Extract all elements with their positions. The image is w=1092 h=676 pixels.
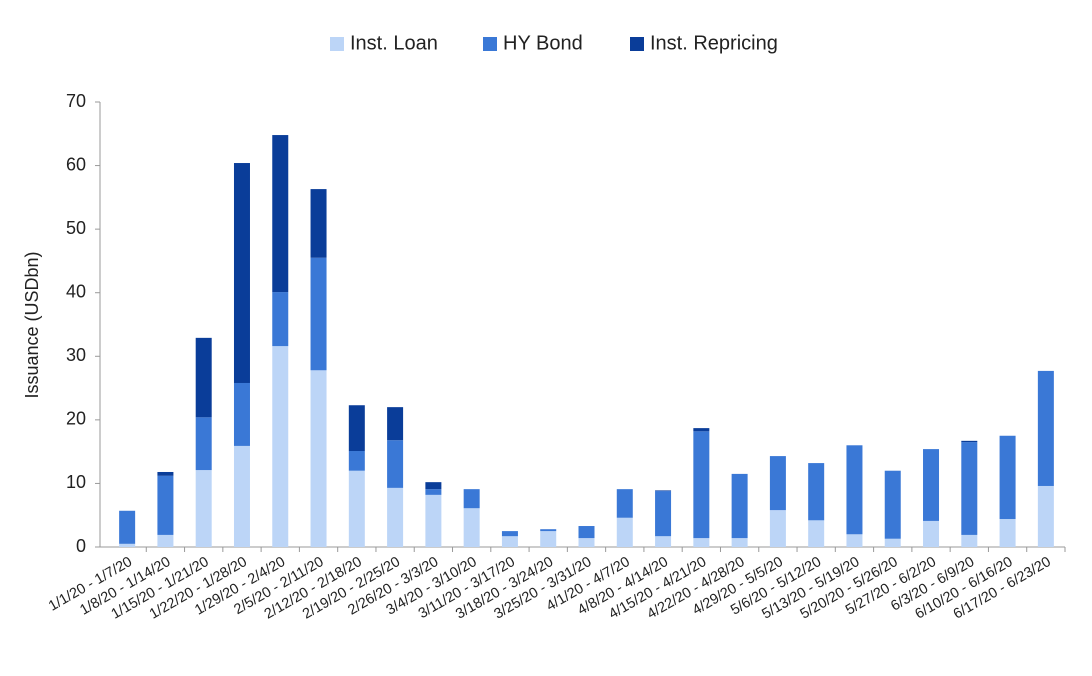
bar-segment [655, 490, 672, 492]
bar-segment [195, 470, 212, 547]
bar-segment [693, 431, 710, 539]
bar-segment [655, 536, 672, 547]
legend-label: Inst. Repricing [650, 32, 778, 54]
bar-segment [923, 449, 940, 521]
y-tick-label: 20 [66, 409, 86, 429]
y-tick-label: 10 [66, 472, 86, 492]
bar-segment [961, 534, 978, 547]
bar-segment [999, 435, 1016, 520]
bar-segment [961, 442, 978, 535]
bar-segment [655, 491, 672, 537]
bar-segment [501, 536, 518, 547]
y-axis-title: Issuance (USDbn) [22, 251, 42, 398]
y-tick-label: 70 [66, 91, 86, 111]
legend-swatch [330, 37, 344, 51]
y-tick-label: 50 [66, 218, 86, 238]
bar-segment [846, 445, 863, 535]
bar-segment [157, 475, 174, 535]
bar-segment [884, 470, 901, 539]
bar-segment [769, 510, 786, 547]
bar-segment [693, 428, 710, 432]
bar-segment [157, 471, 174, 476]
bar-segment [195, 337, 212, 418]
legend-swatch [630, 37, 644, 51]
bar-segment [425, 494, 442, 547]
y-tick-label: 30 [66, 345, 86, 365]
bar-segment [540, 529, 557, 532]
bar-segment [999, 519, 1016, 547]
bar-segment [387, 487, 404, 547]
bar-segment [310, 257, 327, 371]
bar-segment [463, 489, 480, 509]
bar-segment [501, 531, 518, 537]
bar-segment [425, 489, 442, 495]
bar-segment [348, 451, 365, 471]
bar-segment [348, 405, 365, 452]
y-tick-label: 60 [66, 154, 86, 174]
bar-segment [540, 531, 557, 547]
bar-segment [578, 526, 595, 539]
bar-segment [731, 538, 748, 547]
bar-segment [731, 473, 748, 539]
bar-segment [961, 440, 978, 443]
y-tick-label: 0 [76, 536, 86, 556]
bar-segment [1037, 485, 1054, 547]
bar-segment [387, 440, 404, 488]
bar-segment [769, 456, 786, 511]
bar-segment [233, 382, 250, 446]
bar-segment [693, 538, 710, 547]
bar-segment [425, 482, 442, 490]
bar-segment [233, 445, 250, 547]
bar-segment [808, 520, 825, 547]
legend-label: Inst. Loan [350, 32, 438, 54]
bar-segment [157, 534, 174, 547]
bar-segment [808, 463, 825, 521]
bar-segment [463, 508, 480, 547]
bar-segment [119, 543, 136, 547]
bar-segment [846, 534, 863, 547]
bar-segment [884, 538, 901, 547]
legend-label: HY Bond [503, 32, 583, 54]
bar-segment [233, 163, 250, 383]
legend-swatch [483, 37, 497, 51]
bar-segment [310, 189, 327, 258]
bar-segment [387, 407, 404, 441]
bar-segment [348, 470, 365, 547]
bar-segment [923, 520, 940, 547]
bar-segment [578, 538, 595, 547]
bar-segment [272, 346, 289, 547]
bar-segment [1037, 370, 1054, 486]
bar-segment [272, 135, 289, 293]
y-tick-label: 40 [66, 281, 86, 301]
bar-segment [310, 370, 327, 547]
bar-segment [616, 489, 633, 518]
bar-segment [195, 417, 212, 471]
bar-segment [616, 517, 633, 547]
bar-segment [119, 510, 136, 544]
bar-segment [272, 292, 289, 347]
